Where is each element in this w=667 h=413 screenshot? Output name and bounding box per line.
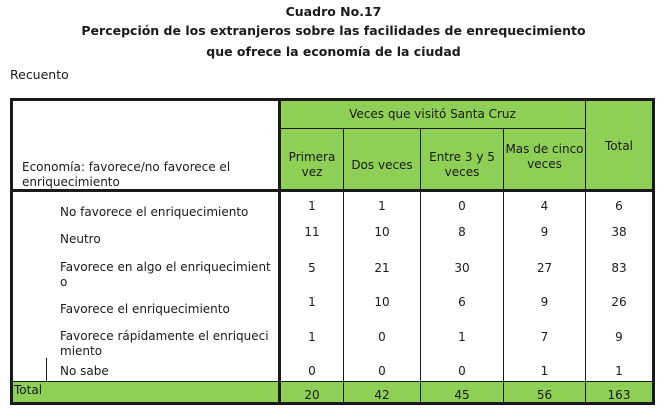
table-cell: 1 bbox=[458, 330, 466, 344]
table-cell: 9 bbox=[540, 225, 549, 239]
column-divider-3 bbox=[503, 128, 504, 405]
row-label-no-favorece: No favorece el enriquecimiento bbox=[60, 205, 249, 219]
table-border-left bbox=[10, 98, 13, 405]
table-cell: 1 bbox=[378, 199, 386, 213]
row-label-favorece-en-algo: Favorece en algo el enriquecimiento bbox=[60, 260, 271, 289]
stub-tick-mark bbox=[46, 358, 47, 382]
table-cell: 0 bbox=[378, 330, 386, 344]
total-cell: 163 bbox=[607, 388, 631, 402]
table-cell: 11 bbox=[304, 225, 320, 239]
column-header-entre-3-y-5: Entre 3 y 5 veces bbox=[429, 150, 495, 179]
column-divider-1 bbox=[343, 128, 344, 405]
table-cell: 0 bbox=[308, 364, 316, 378]
table-cell: 10 bbox=[374, 295, 390, 309]
table-cell: 83 bbox=[611, 261, 627, 275]
column-divider-2 bbox=[420, 128, 421, 405]
total-header-fill bbox=[585, 101, 652, 189]
stub-header: Economía: favorece/no favorece el enriqu… bbox=[22, 160, 231, 189]
column-header-total: Total bbox=[604, 138, 634, 153]
table-cell: 38 bbox=[611, 225, 627, 239]
table-cell: 8 bbox=[458, 225, 466, 239]
table-cell: 27 bbox=[536, 261, 553, 275]
table-cell: 30 bbox=[454, 261, 470, 275]
table-cell: 0 bbox=[378, 364, 386, 378]
table-cell: 0 bbox=[458, 364, 466, 378]
total-row-fill bbox=[13, 382, 652, 402]
table-cell: 9 bbox=[540, 295, 549, 309]
row-label-favorece-rapidamente: Favorece rápidamente el enriquecimiento bbox=[60, 329, 269, 358]
table-cell: 1 bbox=[308, 199, 316, 213]
total-row-divider bbox=[10, 381, 655, 382]
table-cell: 9 bbox=[615, 330, 623, 344]
table-title-line-2: que ofrece la economía de la ciudad bbox=[206, 44, 461, 59]
table-cell: 6 bbox=[458, 295, 466, 309]
column-header-fill bbox=[280, 128, 585, 189]
row-label-neutro: Neutro bbox=[60, 232, 101, 246]
column-header-mas-de-cinco: Mas de cinco veces bbox=[505, 142, 584, 171]
table-cell: 1 bbox=[540, 364, 549, 378]
table-cell: 4 bbox=[540, 199, 549, 213]
header-divider bbox=[10, 189, 655, 192]
total-row-label: Total bbox=[14, 383, 43, 397]
row-label-favorece: Favorece el enriquecimiento bbox=[60, 302, 230, 316]
table-cell: 26 bbox=[611, 295, 627, 309]
table-border-bottom bbox=[10, 402, 655, 405]
table-border-top bbox=[10, 98, 655, 101]
table-cell: 5 bbox=[308, 261, 316, 275]
table-cell: 7 bbox=[540, 330, 549, 344]
table-cell: 0 bbox=[458, 199, 466, 213]
table-number: Cuadro No.17 bbox=[285, 4, 382, 19]
table-cell: 1 bbox=[308, 330, 316, 344]
total-cell: 42 bbox=[374, 388, 390, 402]
table-cell: 10 bbox=[374, 225, 390, 239]
total-cell: 20 bbox=[304, 388, 320, 402]
table-border-right bbox=[652, 98, 655, 405]
column-header-primera-vez: Primera vez bbox=[288, 150, 336, 179]
group-header: Veces que visitó Santa Cruz bbox=[349, 107, 516, 121]
table-cell: 1 bbox=[615, 364, 623, 378]
total-cell: 56 bbox=[536, 388, 553, 402]
group-header-divider bbox=[280, 128, 585, 129]
column-header-dos-veces: Dos veces bbox=[351, 157, 413, 172]
count-label: Recuento bbox=[10, 67, 69, 82]
table-title-line-1: Percepción de los extranjeros sobre las … bbox=[81, 23, 586, 38]
table-cell: 1 bbox=[308, 295, 316, 309]
stub-column-divider bbox=[278, 98, 281, 405]
row-label-no-sabe: No sabe bbox=[60, 364, 109, 378]
group-header-fill bbox=[280, 101, 585, 128]
table-cell: 6 bbox=[615, 199, 623, 213]
frequency-table: Veces que visitó Santa Cruz Economía: fa… bbox=[10, 98, 655, 405]
table-cell: 21 bbox=[374, 261, 390, 275]
total-cell: 45 bbox=[454, 388, 470, 402]
column-divider-4 bbox=[585, 101, 586, 405]
